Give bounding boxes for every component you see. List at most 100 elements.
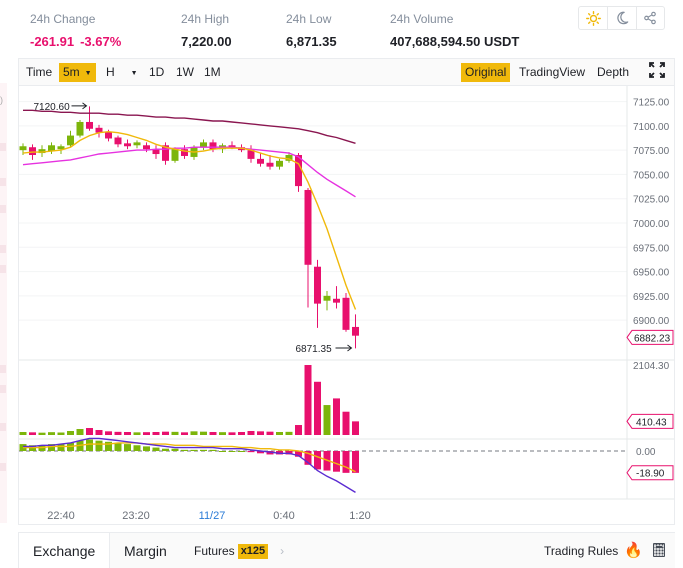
volume-bar: [295, 425, 302, 435]
interval-1d[interactable]: 1D: [149, 65, 165, 79]
macd-histogram-bar: [352, 451, 359, 473]
view-original[interactable]: Original: [461, 63, 511, 82]
volume-bar: [257, 431, 264, 435]
stat-24h-high: 24h High 7,220.00: [181, 12, 232, 49]
time-axis-label: 1:20: [349, 510, 370, 522]
volume-bar: [124, 432, 131, 435]
candle-body: [228, 145, 236, 148]
price-tick-label: 6975.00: [633, 243, 670, 254]
volume-bar: [209, 432, 217, 435]
volume-bar: [86, 428, 93, 435]
candle-body: [76, 121, 84, 136]
ma25-line: [22, 146, 356, 198]
view-tradingview[interactable]: TradingView: [519, 65, 586, 79]
trade-type-tabs: Exchange Margin Futures x125 › Trading Rul…: [18, 532, 675, 568]
candle-body: [67, 135, 74, 146]
theme-toggle-group: [578, 6, 665, 30]
volume-bar: [219, 432, 226, 435]
macd-histogram-bar: [86, 439, 93, 451]
tab-margin[interactable]: Margin: [124, 543, 167, 559]
candle-body: [342, 297, 350, 330]
price-tick-label: 7075.00: [633, 146, 670, 157]
candle-body: [162, 145, 169, 161]
macd-histogram-bar: [95, 440, 103, 451]
candle-body: [124, 143, 131, 147]
volume-bar: [342, 411, 350, 435]
tab-futures[interactable]: Futures x125 ›: [194, 544, 285, 559]
candle-body: [304, 189, 312, 265]
panel-glyph: ): [0, 95, 3, 105]
macd-histogram-bar: [152, 447, 160, 451]
share-icon[interactable]: [635, 7, 664, 29]
candle-body: [19, 146, 27, 151]
candle-body: [38, 149, 46, 154]
low-price-marker: 6871.35: [296, 344, 333, 355]
chevron-right-icon: ›: [280, 544, 285, 558]
volume-bar: [57, 432, 65, 435]
macd-histogram-bar: [228, 451, 236, 452]
volume-bar: [19, 432, 27, 435]
panel-marker: [0, 265, 6, 273]
candle-body: [105, 131, 112, 139]
stat-24h-change: 24h Change -261.91 -3.67%: [30, 12, 121, 49]
macd-histogram-bar: [219, 451, 226, 452]
stat-label: 24h Low: [286, 12, 332, 26]
stat-value: 407,688,594.50 USDT: [390, 34, 520, 49]
macd-histogram-bar: [238, 451, 245, 452]
macd-histogram-bar: [105, 441, 112, 451]
fullscreen-icon[interactable]: [645, 62, 669, 81]
price-tick-label: 7125.00: [633, 98, 670, 109]
price-tick-label: 6950.00: [633, 268, 670, 279]
candle-body: [95, 127, 103, 133]
volume-bar: [143, 432, 150, 435]
stat-label: 24h High: [181, 12, 230, 26]
panel-marker: [0, 365, 6, 373]
price-tick-label: 7025.00: [633, 195, 670, 206]
calculator-icon[interactable]: [653, 543, 665, 557]
candle-body: [57, 146, 65, 150]
tab-exchange[interactable]: Exchange: [18, 533, 111, 568]
candle-body: [143, 145, 150, 150]
candle-body: [200, 142, 207, 148]
price-tick-label: 7000.00: [633, 219, 670, 230]
volume-bar: [314, 381, 321, 435]
volume-bar: [200, 431, 207, 435]
stat-value: 6,871.35: [286, 34, 337, 49]
price-tick-label: 7100.00: [633, 122, 670, 133]
interval-1w[interactable]: 1W: [176, 65, 194, 79]
volume-bar: [114, 431, 122, 435]
macd-current-label: -18.90: [636, 469, 665, 480]
candle-body: [285, 155, 293, 161]
kline-chart-panel: Time 5m ▼ H ▼ 1D 1W 1M Original TradingVie…: [18, 58, 675, 525]
sun-icon[interactable]: [579, 7, 607, 29]
candle-body: [133, 142, 141, 146]
volume-bar: [29, 432, 36, 435]
moon-icon[interactable]: [607, 7, 635, 29]
volume-bar: [76, 429, 84, 435]
trading-rules-link[interactable]: Trading Rules 🔥: [544, 533, 665, 568]
panel-marker: [0, 143, 6, 151]
macd-histogram-bar: [342, 451, 350, 473]
panel-marker: [0, 423, 6, 431]
candle-body: [276, 160, 283, 167]
kline-chart[interactable]: 7125.00 7100.00 7075.00 7050.00 7025.00 7000.…: [19, 59, 674, 524]
candle-body: [295, 155, 302, 187]
leverage-badge: x125: [237, 544, 269, 559]
volume-bar: [95, 430, 103, 435]
macd-histogram-bar: [209, 449, 217, 451]
macd-histogram-bar: [314, 451, 321, 470]
interval-dropdown[interactable]: 5m ▼: [59, 63, 96, 82]
ma99-line: [23, 109, 356, 144]
candle-body: [257, 158, 264, 164]
interval-1m[interactable]: 1M: [204, 65, 221, 79]
macd-histogram-bar: [181, 449, 188, 451]
view-depth[interactable]: Depth: [597, 65, 630, 79]
macd-histogram-bar: [247, 451, 255, 453]
volume-bar: [38, 432, 46, 435]
current-price-label: 6882.23: [634, 333, 671, 344]
volume-bar: [190, 431, 198, 435]
candle-body: [314, 266, 321, 304]
stat-label: 24h Change: [30, 12, 96, 26]
hour-dropdown[interactable]: H ▼: [106, 65, 138, 79]
volume-bar: [333, 398, 340, 435]
